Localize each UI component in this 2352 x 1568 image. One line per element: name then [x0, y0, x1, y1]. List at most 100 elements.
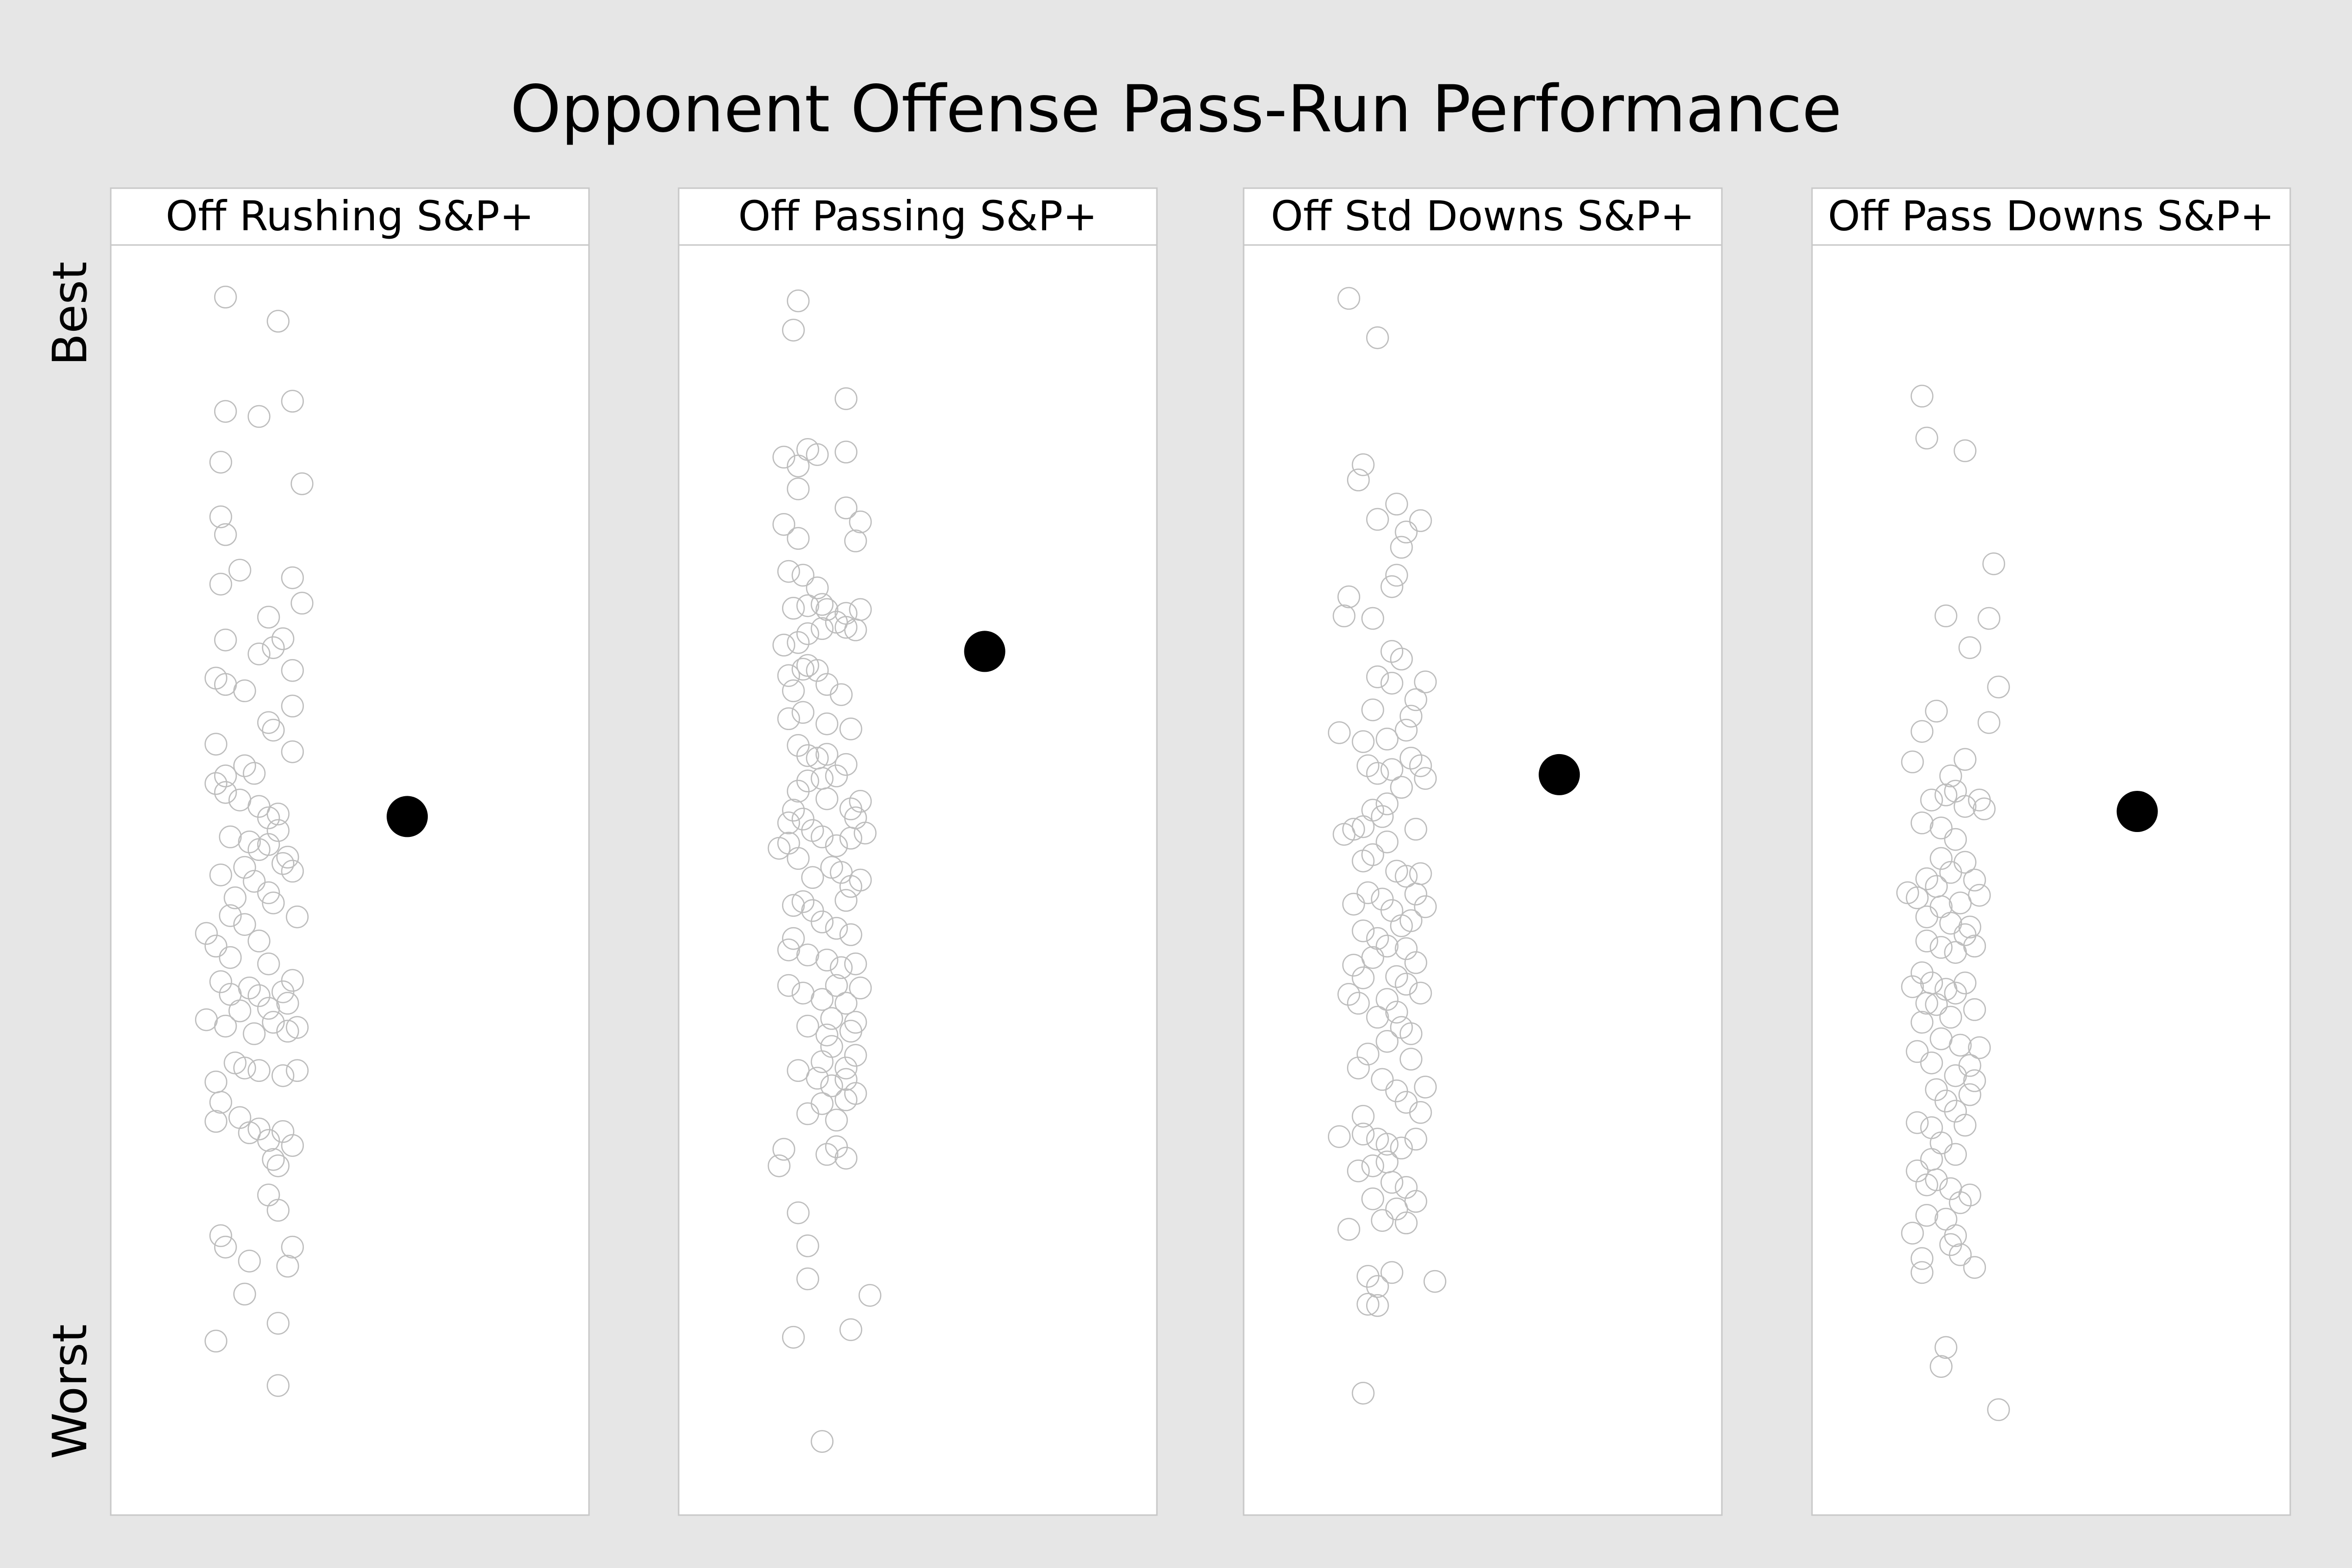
- data-point: [267, 1374, 290, 1397]
- data-point: [267, 802, 290, 826]
- panel-frame: [110, 187, 590, 1516]
- data-point: [782, 799, 805, 822]
- data-point: [267, 1312, 290, 1335]
- data-point: [791, 808, 815, 831]
- data-point: [1366, 326, 1389, 349]
- data-point: [1949, 1033, 1972, 1057]
- data-point: [271, 1064, 294, 1087]
- data-point: [204, 1110, 227, 1133]
- data-point: [849, 510, 872, 534]
- data-point: [257, 881, 280, 905]
- data-point: [1399, 909, 1422, 932]
- data-point: [1968, 1036, 1991, 1059]
- data-point: [1337, 585, 1360, 609]
- data-point: [1347, 1159, 1370, 1182]
- data-point: [1930, 816, 1953, 839]
- data-point: [782, 1325, 805, 1349]
- data-point: [839, 923, 862, 946]
- data-point: [1380, 671, 1403, 695]
- data-point: [772, 634, 795, 657]
- data-point: [1944, 1100, 1967, 1123]
- data-point: [834, 753, 858, 776]
- data-point: [271, 852, 294, 875]
- data-point: [286, 1059, 309, 1082]
- data-point: [1982, 552, 2006, 575]
- data-point: [801, 899, 824, 922]
- data-point: [825, 834, 848, 858]
- data-point: [1366, 1275, 1389, 1298]
- data-point: [786, 477, 810, 500]
- data-point: [1906, 1159, 1929, 1182]
- data-point: [1337, 1218, 1360, 1241]
- data-point: [1404, 951, 1427, 974]
- data-point: [1925, 1078, 1948, 1101]
- data-point: [1399, 1022, 1422, 1045]
- data-point: [1423, 1270, 1446, 1293]
- data-point: [1385, 965, 1408, 988]
- highlighted-team-point: [964, 631, 1005, 672]
- data-point: [834, 496, 858, 519]
- data-point: [219, 825, 242, 849]
- data-point: [257, 997, 280, 1020]
- data-point: [834, 1147, 858, 1170]
- data-point: [209, 970, 232, 993]
- data-point: [1351, 1123, 1375, 1146]
- data-point: [815, 1023, 838, 1047]
- data-point: [238, 1250, 261, 1273]
- data-point: [844, 529, 867, 553]
- data-point: [209, 863, 232, 886]
- data-point: [1958, 1083, 1982, 1106]
- data-point: [1404, 882, 1427, 906]
- data-point: [1939, 911, 1962, 935]
- data-point: [782, 318, 805, 342]
- data-point: [1342, 954, 1365, 977]
- data-point: [825, 1108, 848, 1132]
- data-point: [233, 679, 256, 703]
- data-point: [1327, 721, 1351, 744]
- data-point: [214, 286, 237, 309]
- data-point: [257, 1129, 280, 1152]
- data-point: [257, 952, 280, 976]
- data-point: [1939, 861, 1962, 884]
- data-point: [834, 889, 858, 912]
- data-point: [1351, 849, 1375, 873]
- data-point: [825, 1135, 848, 1158]
- data-point: [839, 1020, 862, 1043]
- data-point: [1395, 1211, 1418, 1235]
- data-point: [1366, 665, 1389, 688]
- data-point: [815, 598, 838, 621]
- data-point: [286, 1016, 309, 1039]
- data-point: [834, 1056, 858, 1079]
- data-point: [777, 560, 800, 583]
- data-point: [214, 764, 237, 787]
- data-point: [267, 819, 290, 842]
- data-point: [810, 1092, 834, 1115]
- panel-off-rushing-s-p: Off Rushing S&P+: [110, 187, 590, 1516]
- data-point: [1414, 895, 1437, 918]
- data-point: [1380, 758, 1403, 781]
- y-axis-bottom-label: Worst: [43, 1324, 98, 1459]
- data-point: [1915, 1204, 1938, 1227]
- data-point: [1361, 1154, 1384, 1177]
- data-point: [1977, 711, 2001, 734]
- data-point: [1930, 847, 1953, 870]
- data-point: [844, 1044, 867, 1067]
- data-point: [1366, 1294, 1389, 1317]
- data-point: [247, 642, 270, 665]
- data-point: [786, 780, 810, 803]
- data-point: [786, 847, 810, 870]
- data-point: [1963, 1069, 1986, 1092]
- data-point: [825, 974, 848, 997]
- data-point: [209, 572, 232, 596]
- data-point: [219, 904, 242, 927]
- data-point: [1925, 1168, 1948, 1191]
- data-point: [1920, 788, 1943, 811]
- panels-group: Off Rushing S&P+ Off Passing S&P+ Off Std …: [110, 187, 2291, 1516]
- data-point: [810, 1430, 834, 1453]
- data-point: [849, 868, 872, 892]
- data-point: [262, 636, 285, 659]
- data-point: [1911, 385, 1934, 408]
- data-point: [820, 1007, 843, 1030]
- data-point: [281, 859, 304, 883]
